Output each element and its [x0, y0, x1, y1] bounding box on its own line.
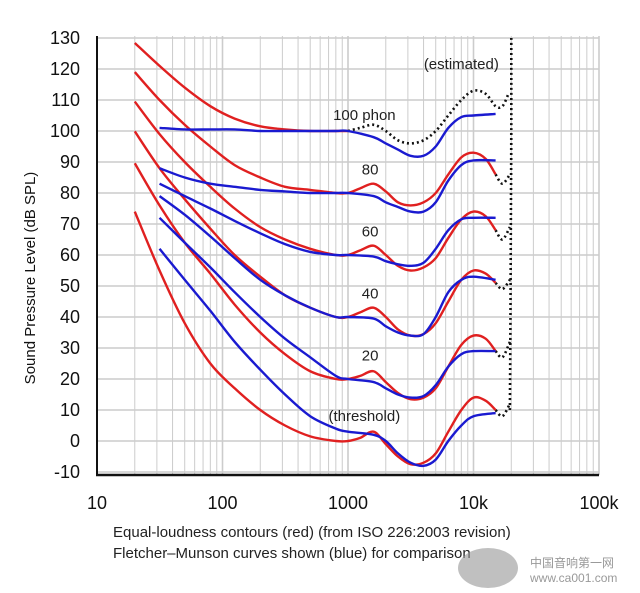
y-tick-label: 30	[60, 338, 80, 358]
iso-226-contour	[133, 42, 348, 133]
iso-226-contour	[133, 71, 497, 207]
fletcher-munson-curve	[158, 195, 496, 338]
x-tick-label: 1000	[328, 493, 368, 513]
y-tick-label: 60	[60, 245, 80, 265]
curve-label: 60	[362, 223, 379, 240]
estimated-curve	[347, 89, 510, 145]
x-tick-label: 100k	[579, 493, 619, 513]
estimated-curve	[494, 278, 511, 291]
caption-line-2: Fletcher–Munson curves shown (blue) for …	[113, 545, 471, 562]
curve-label: 40	[362, 285, 379, 302]
y-tick-label: 20	[60, 369, 80, 389]
caption-line-1: Equal-loudness contours (red) (from ISO …	[113, 524, 511, 541]
estimated-curve	[494, 341, 512, 359]
y-tick-label: 90	[60, 152, 80, 172]
x-tick-label: 10	[87, 493, 107, 513]
curve-label: (estimated)	[424, 56, 499, 73]
estimated-curve	[494, 173, 511, 186]
fletcher-munson-curve	[158, 248, 496, 468]
fletcher-munson-curve	[158, 216, 496, 399]
y-tick-label: 10	[60, 400, 80, 420]
annotations: (estimated) 100 phon 80 60 40 20 (threshold)	[329, 56, 499, 425]
axes	[96, 36, 599, 477]
x-tick-label: 100	[207, 493, 237, 513]
estimated-curve	[494, 226, 512, 241]
x-tick-label: 10k	[459, 493, 489, 513]
fletcher-munson-curve	[159, 112, 496, 158]
watermark-logo	[458, 548, 518, 588]
iso-226-contour	[133, 130, 497, 338]
y-tick-label: 40	[60, 307, 80, 327]
y-tick-label: 110	[51, 90, 80, 110]
y-axis-label: Sound Pressure Level (dB SPL)	[22, 172, 39, 385]
series	[133, 37, 513, 468]
estimated-curve	[508, 37, 513, 411]
y-tick-label: -10	[54, 462, 80, 482]
y-tick-label: 50	[60, 276, 80, 296]
curve-label: (threshold)	[329, 408, 401, 425]
iso-226-contour	[133, 162, 497, 401]
fletcher-munson-curve	[159, 182, 496, 268]
y-tick-label: 120	[50, 59, 80, 79]
y-tick-label: 130	[50, 28, 80, 48]
estimated-curve	[494, 403, 512, 418]
curve-label: 80	[362, 161, 379, 178]
curve-label: 20	[362, 347, 379, 364]
iso-226-contour	[133, 100, 497, 272]
watermark-site-name: 中国音响第一网	[530, 556, 615, 570]
y-tick-label: 80	[60, 183, 80, 203]
watermark-url: www.ca001.com	[530, 571, 618, 585]
curve-label: 100 phon	[333, 107, 396, 124]
y-tick-label: 70	[60, 214, 80, 234]
y-tick-label: 100	[50, 121, 80, 141]
y-tick-label: 0	[70, 431, 80, 451]
fletcher-munson-curve	[159, 158, 496, 214]
